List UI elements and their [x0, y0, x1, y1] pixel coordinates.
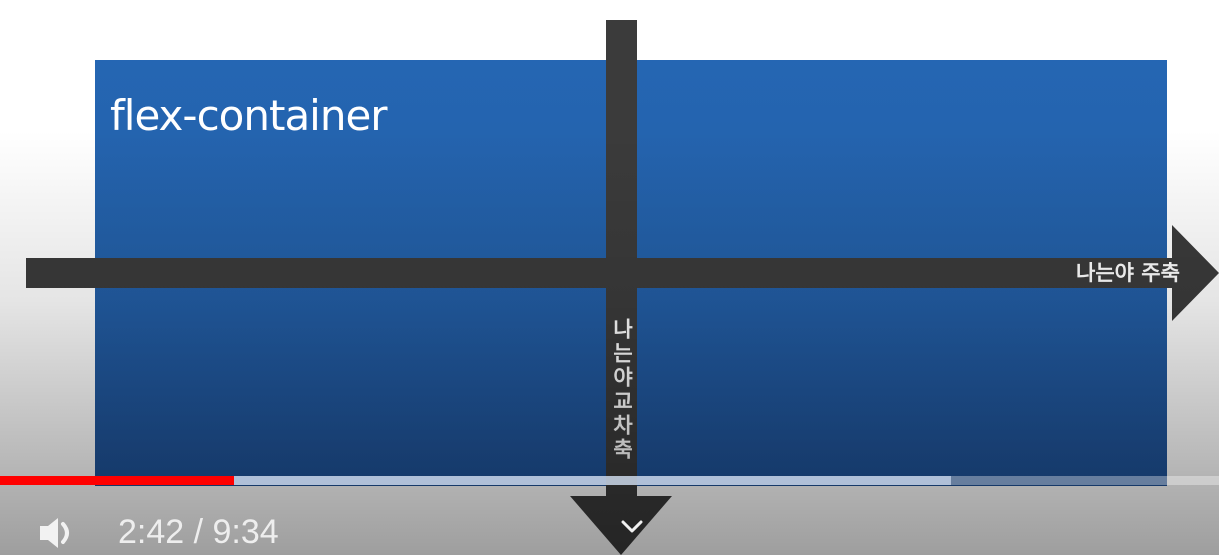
- cross-axis-label: 나는야교차축: [610, 318, 634, 462]
- progress-buffered: [0, 476, 951, 485]
- time-display: 2:42 / 9:34: [118, 513, 279, 551]
- volume-button[interactable]: [30, 510, 86, 555]
- progress-bar[interactable]: [0, 476, 1219, 485]
- main-axis-label: 나는야 주축: [1076, 261, 1180, 285]
- progress-played: [0, 476, 234, 485]
- main-axis-arrow-head: [1172, 225, 1219, 321]
- volume-icon: [40, 518, 69, 548]
- cross-axis-arrow-head: [570, 496, 672, 555]
- cross-axis-arrow-bar: [606, 20, 637, 498]
- flex-container-label: flex-container: [110, 91, 388, 140]
- expand-button[interactable]: [617, 514, 647, 540]
- main-axis-arrow-bar: [26, 258, 1176, 288]
- chevron-down-icon: [621, 520, 643, 533]
